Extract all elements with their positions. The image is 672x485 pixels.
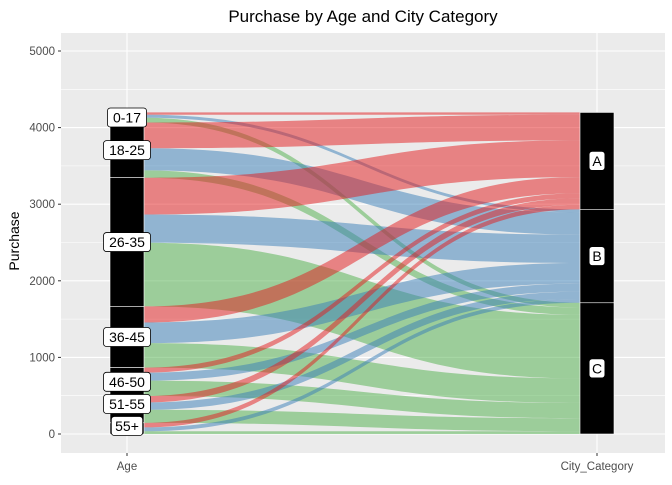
city-label-B-box	[588, 246, 606, 266]
flow-55plus-C	[144, 431, 580, 434]
age-label-46-50-text: 46-50	[109, 374, 145, 390]
flow-18-25-A	[144, 114, 580, 149]
flow-51-55-A	[144, 198, 580, 403]
y-tick-label: 0	[49, 429, 55, 441]
flow-46-50-A	[144, 193, 580, 373]
age-label-36-45-box	[103, 327, 151, 347]
flow-51-55-B	[144, 291, 580, 410]
x-tick-label: Age	[117, 461, 137, 473]
flow-0-17-A	[144, 112, 580, 115]
flow-26-35-B	[144, 214, 580, 263]
age-label-55plus-text: 55+	[115, 418, 139, 434]
y-tick-label: 4000	[29, 123, 55, 135]
flow-26-35-A	[144, 140, 580, 215]
age-label-51-55-box	[103, 394, 151, 414]
age-label-0-17-text: 0-17	[113, 109, 141, 125]
age-label-26-35-text: 26-35	[109, 234, 145, 250]
chart-title: Purchase by Age and City Category	[228, 7, 498, 26]
age-label-18-25-box	[103, 140, 151, 161]
y-tick-label: 3000	[29, 199, 55, 211]
flow-36-45-A	[144, 177, 580, 323]
city-label-A-box	[588, 150, 606, 171]
flow-55plus-B	[144, 298, 580, 432]
flow-0-17-C	[144, 117, 580, 308]
age-label-18-25-text: 18-25	[109, 142, 145, 158]
flow-46-50-C	[144, 380, 580, 419]
y-axis-title: Purchase	[6, 211, 22, 270]
age-label-51-55-text: 51-55	[109, 396, 145, 412]
flow-55plus-A	[144, 204, 580, 428]
age-label-46-50-box	[103, 371, 151, 392]
y-tick-label: 5000	[29, 46, 55, 58]
age-label-55plus-box	[110, 416, 144, 436]
plot-area: 0-17 18-25 26-35 36-45 46-50 51-55 55+ A B C	[61, 33, 665, 453]
age-label-26-35-box	[103, 232, 151, 252]
y-tick-label: 2000	[29, 276, 55, 288]
city-label-B-text: B	[592, 248, 601, 264]
flow-46-50-B	[144, 283, 580, 381]
flow-36-45-C	[144, 343, 580, 403]
city-label-C-box	[588, 358, 606, 379]
y-tick-label: 1000	[29, 352, 55, 364]
city-label-C-text: C	[592, 360, 602, 376]
age-label-36-45-text: 36-45	[109, 329, 145, 345]
age-label-0-17-box	[107, 107, 148, 128]
city-label-A-text: A	[592, 153, 602, 169]
x-tick-label: City_Category	[561, 461, 634, 473]
